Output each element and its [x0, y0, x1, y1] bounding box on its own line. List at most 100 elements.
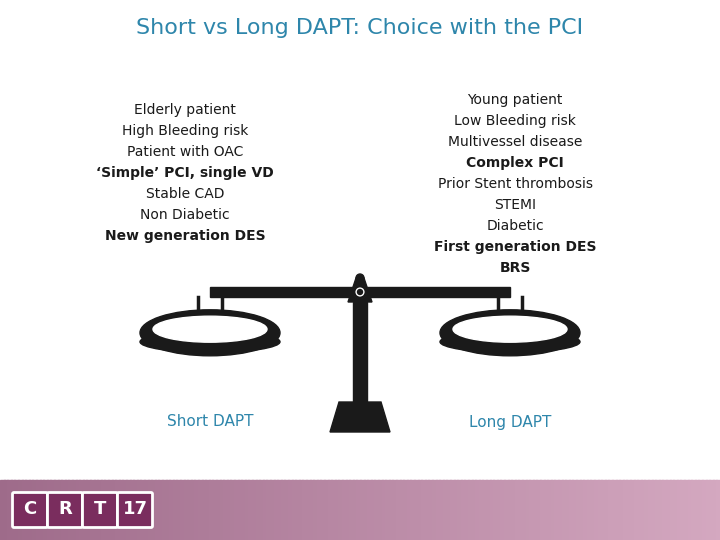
- Bar: [162, 480, 166, 540]
- Bar: [680, 480, 685, 540]
- Bar: [230, 480, 235, 540]
- Text: New generation DES: New generation DES: [104, 229, 265, 243]
- Bar: [688, 480, 692, 540]
- Bar: [598, 480, 602, 540]
- Bar: [648, 480, 652, 540]
- Text: STEMI: STEMI: [494, 198, 536, 212]
- Bar: [367, 480, 372, 540]
- Bar: [79, 480, 84, 540]
- Bar: [331, 480, 336, 540]
- Bar: [626, 480, 631, 540]
- Bar: [630, 480, 634, 540]
- FancyBboxPatch shape: [12, 492, 48, 528]
- Bar: [338, 480, 343, 540]
- Bar: [292, 480, 296, 540]
- Bar: [522, 480, 526, 540]
- Text: Multivessel disease: Multivessel disease: [448, 135, 582, 149]
- Bar: [220, 480, 224, 540]
- Bar: [7, 480, 12, 540]
- Bar: [277, 480, 282, 540]
- FancyBboxPatch shape: [83, 492, 117, 528]
- Ellipse shape: [153, 316, 267, 342]
- Bar: [450, 480, 454, 540]
- Bar: [464, 480, 469, 540]
- Bar: [457, 480, 462, 540]
- Bar: [666, 480, 670, 540]
- Bar: [119, 480, 123, 540]
- Text: First generation DES: First generation DES: [433, 240, 596, 254]
- Bar: [385, 480, 390, 540]
- Bar: [216, 480, 220, 540]
- Bar: [0, 480, 4, 540]
- Text: 17: 17: [122, 501, 148, 518]
- Bar: [126, 480, 130, 540]
- Bar: [565, 480, 570, 540]
- Text: R: R: [58, 501, 72, 518]
- Ellipse shape: [140, 310, 280, 356]
- Bar: [342, 480, 346, 540]
- Bar: [151, 480, 156, 540]
- Bar: [407, 480, 411, 540]
- Bar: [108, 480, 112, 540]
- Bar: [713, 480, 717, 540]
- Bar: [18, 480, 22, 540]
- Bar: [472, 480, 476, 540]
- Bar: [252, 480, 256, 540]
- Polygon shape: [210, 287, 510, 297]
- Circle shape: [354, 286, 366, 298]
- Text: High Bleeding risk: High Bleeding risk: [122, 124, 248, 138]
- Bar: [140, 480, 145, 540]
- Ellipse shape: [440, 310, 580, 356]
- Bar: [313, 480, 318, 540]
- Text: Complex PCI: Complex PCI: [466, 156, 564, 170]
- Bar: [511, 480, 516, 540]
- Bar: [515, 480, 519, 540]
- Bar: [47, 480, 51, 540]
- Bar: [634, 480, 638, 540]
- Bar: [227, 480, 231, 540]
- Bar: [256, 480, 260, 540]
- Bar: [418, 480, 422, 540]
- Bar: [482, 480, 487, 540]
- Bar: [504, 480, 508, 540]
- Bar: [526, 480, 530, 540]
- Bar: [558, 480, 562, 540]
- Bar: [306, 480, 310, 540]
- Bar: [356, 480, 361, 540]
- Bar: [144, 480, 148, 540]
- Bar: [619, 480, 624, 540]
- Bar: [684, 480, 688, 540]
- Bar: [349, 480, 354, 540]
- Bar: [43, 480, 48, 540]
- Bar: [587, 480, 591, 540]
- Bar: [11, 480, 15, 540]
- Bar: [245, 480, 249, 540]
- Bar: [655, 480, 660, 540]
- Bar: [554, 480, 559, 540]
- Bar: [148, 480, 152, 540]
- Bar: [468, 480, 472, 540]
- Bar: [32, 480, 37, 540]
- Bar: [698, 480, 703, 540]
- Bar: [540, 480, 544, 540]
- Bar: [72, 480, 76, 540]
- Text: Stable CAD: Stable CAD: [145, 187, 224, 201]
- Bar: [403, 480, 408, 540]
- Bar: [493, 480, 498, 540]
- Bar: [76, 480, 80, 540]
- Bar: [130, 480, 134, 540]
- Bar: [612, 480, 616, 540]
- Bar: [454, 480, 458, 540]
- Bar: [691, 480, 696, 540]
- Bar: [274, 480, 278, 540]
- Bar: [360, 480, 364, 540]
- Bar: [335, 480, 339, 540]
- Bar: [212, 480, 217, 540]
- Bar: [238, 480, 242, 540]
- Text: T: T: [94, 501, 106, 518]
- Text: Non Diabetic: Non Diabetic: [140, 208, 230, 222]
- Text: Low Bleeding risk: Low Bleeding risk: [454, 114, 576, 128]
- Bar: [662, 480, 667, 540]
- Bar: [122, 480, 127, 540]
- Bar: [608, 480, 613, 540]
